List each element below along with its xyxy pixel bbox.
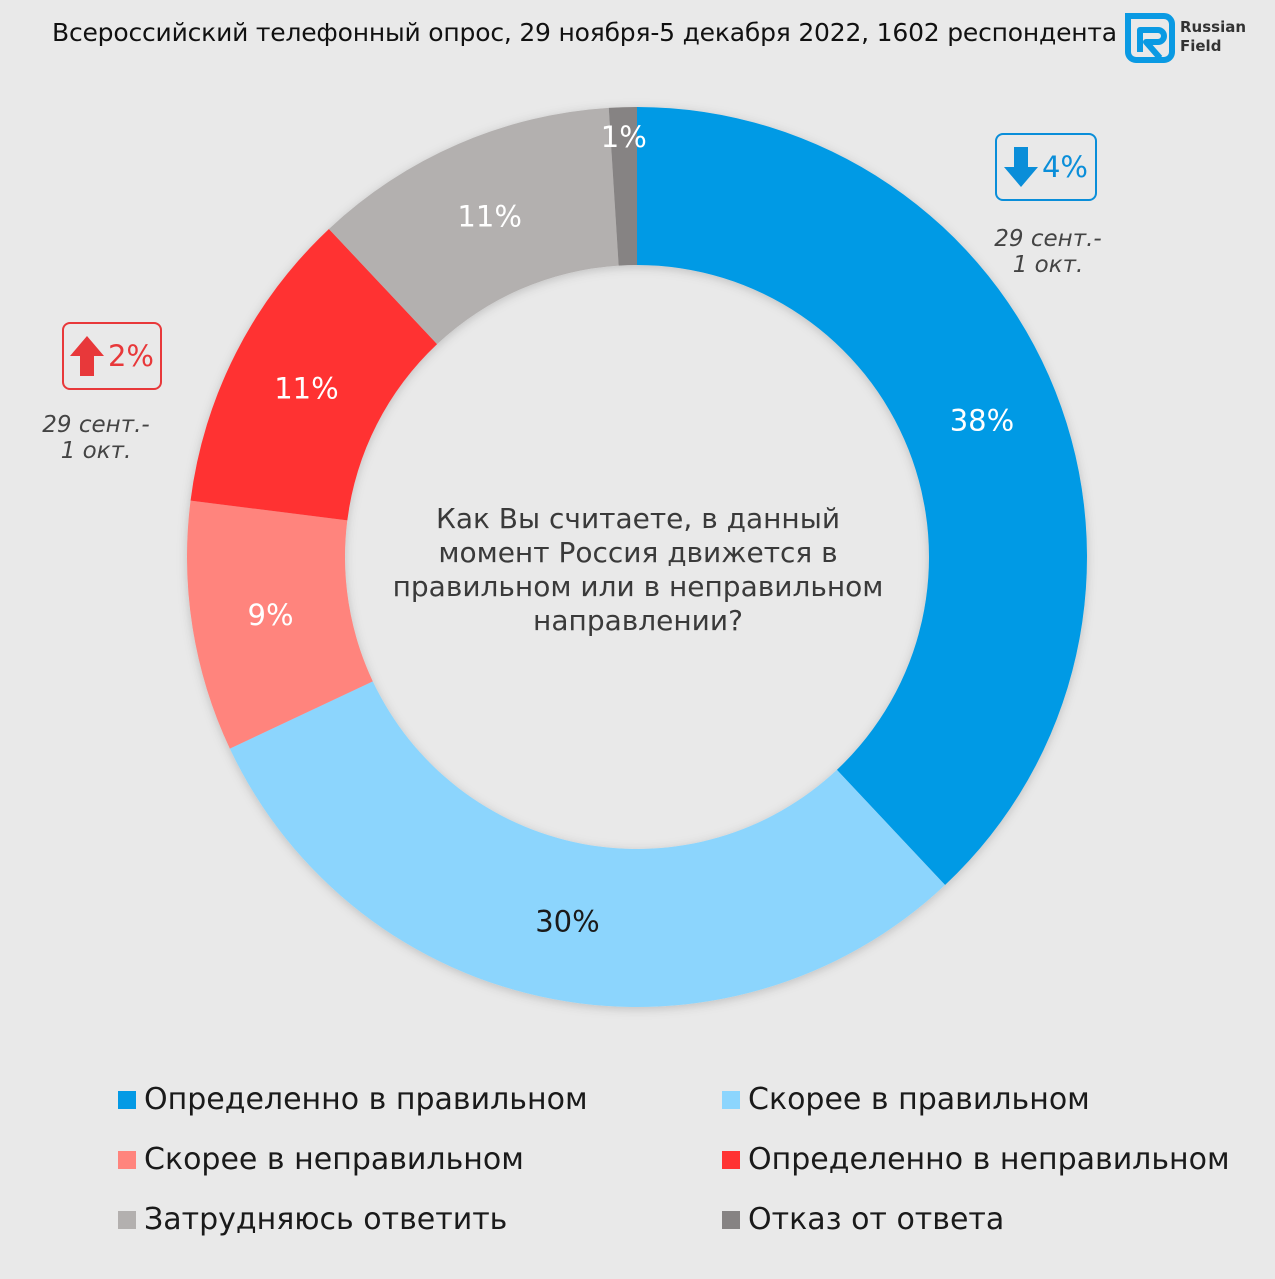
legend-item: Скорее в правильном bbox=[722, 1082, 1090, 1117]
russian-field-logo: Russian Field bbox=[1124, 12, 1254, 68]
change-value-right: 4% bbox=[1041, 150, 1088, 184]
logo-text-line2: Field bbox=[1180, 37, 1222, 55]
donut-chart: 38% 30% 9% 11% 11% 1% bbox=[187, 107, 1087, 1007]
legend-label: Скорее в неправильном bbox=[144, 1142, 524, 1177]
legend-label: Определенно в неправильном bbox=[748, 1142, 1230, 1177]
change-period-left-line1: 29 сент.- bbox=[42, 412, 150, 438]
slice-value-label: 11% bbox=[457, 200, 521, 234]
donut-slice bbox=[187, 500, 373, 749]
change-period-right-line1: 29 сент.- bbox=[994, 226, 1102, 252]
legend-label: Отказ от ответа bbox=[748, 1202, 1005, 1237]
change-period-left: 29 сент.- 1 окт. bbox=[16, 412, 176, 464]
donut-slice bbox=[229, 681, 946, 1007]
donut-slice bbox=[328, 107, 619, 345]
chart-subtitle: Всероссийский телефонный опрос, 29 ноябр… bbox=[52, 18, 1117, 47]
change-period-right-line2: 1 окт. bbox=[1012, 252, 1084, 278]
legend-label: Затрудняюсь ответить bbox=[144, 1202, 508, 1237]
legend-swatch bbox=[722, 1150, 740, 1169]
change-period-right: 29 сент.- 1 окт. bbox=[968, 226, 1128, 278]
slice-value-label: 38% bbox=[950, 403, 1014, 437]
legend-item: Скорее в неправильном bbox=[118, 1142, 524, 1177]
change-period-left-line2: 1 окт. bbox=[60, 438, 132, 464]
legend-swatch bbox=[722, 1090, 740, 1109]
legend-swatch bbox=[118, 1090, 136, 1109]
slice-value-label: 1% bbox=[601, 120, 647, 154]
legend-swatch bbox=[722, 1210, 740, 1229]
chart-question: Как Вы считаете, в данный момент Россия … bbox=[392, 502, 884, 637]
legend-item: Затрудняюсь ответить bbox=[118, 1202, 507, 1237]
logo-text-line1: Russian bbox=[1180, 18, 1247, 36]
slice-value-label: 30% bbox=[535, 904, 599, 938]
legend-item: Определенно в неправильном bbox=[722, 1142, 1230, 1177]
legend-swatch bbox=[118, 1150, 136, 1169]
change-badge-left: 2% bbox=[62, 322, 162, 390]
legend-item: Определенно в правильном bbox=[118, 1082, 588, 1117]
legend-label: Определенно в правильном bbox=[144, 1082, 588, 1117]
arrow-down-icon bbox=[1003, 147, 1038, 187]
change-badge-right: 4% bbox=[995, 133, 1097, 201]
slice-value-label: 9% bbox=[248, 598, 294, 632]
russian-field-logo-icon bbox=[1125, 13, 1175, 63]
legend-label: Скорее в правильном bbox=[748, 1082, 1090, 1117]
donut-slice bbox=[190, 228, 438, 521]
slice-value-label: 11% bbox=[274, 372, 338, 406]
legend-swatch bbox=[118, 1210, 136, 1229]
arrow-up-icon bbox=[69, 336, 104, 376]
donut-slice bbox=[637, 107, 1087, 886]
legend-item: Отказ от ответа bbox=[722, 1202, 1004, 1237]
change-value-left: 2% bbox=[107, 339, 154, 373]
donut-slice bbox=[608, 107, 637, 266]
